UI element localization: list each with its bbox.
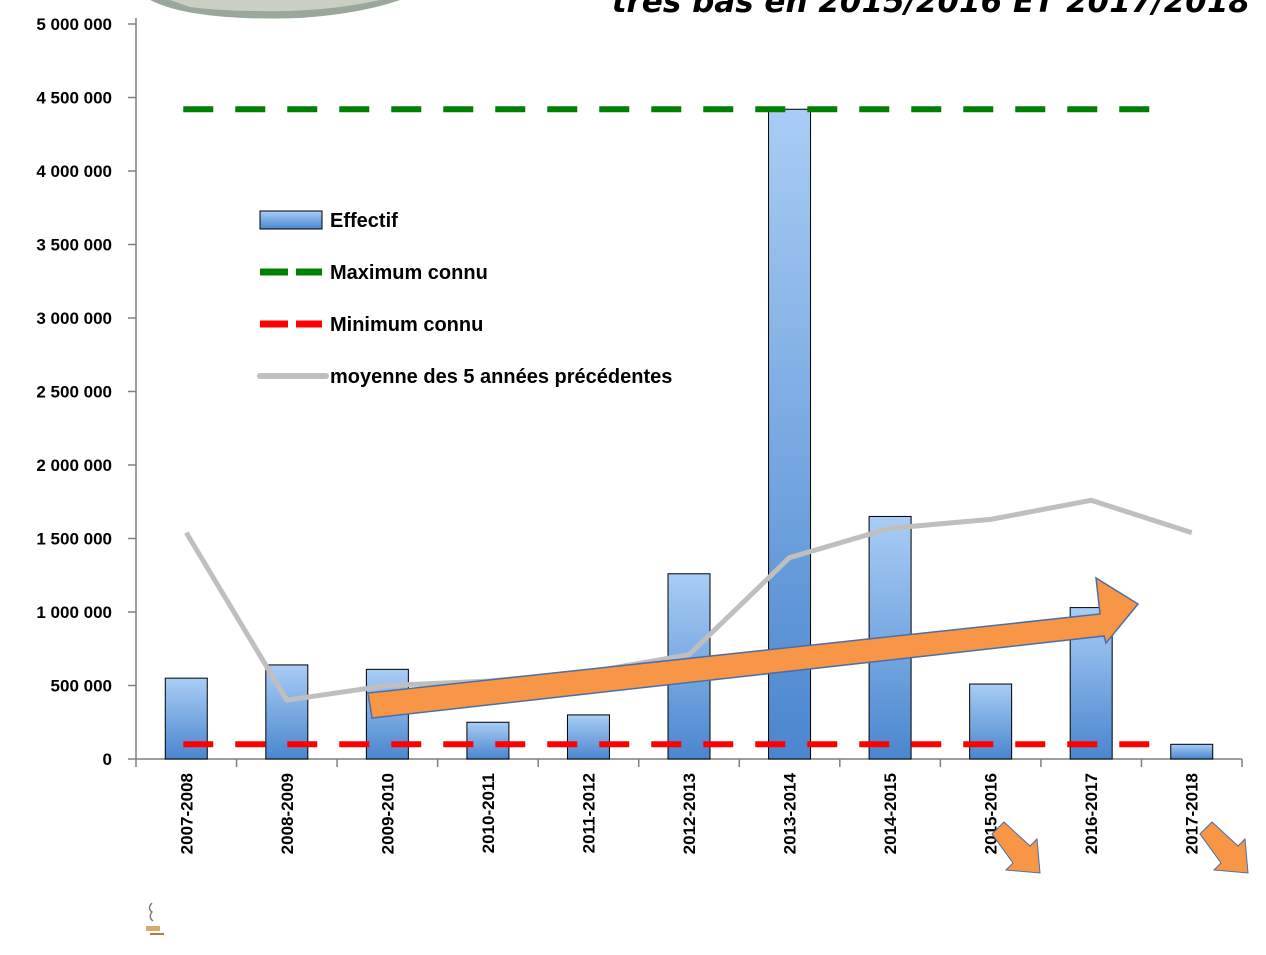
y-tick-label: 2 000 000 <box>36 456 112 475</box>
x-tick-label: 2013-2014 <box>781 772 800 854</box>
y-tick-label: 2 500 000 <box>36 383 112 402</box>
down-arrow-icon <box>991 821 1041 874</box>
x-tick-label: 2014-2015 <box>881 773 900 854</box>
chart-title: très bas en 2015/2016 ET 2017/2018 <box>612 0 1250 20</box>
y-tick-label: 4 500 000 <box>36 89 112 108</box>
x-tick-label: 2008-2009 <box>278 773 297 854</box>
y-tick-label: 500 000 <box>51 677 112 696</box>
y-tick-label: 4 000 000 <box>36 162 112 181</box>
y-tick-label: 5 000 000 <box>36 15 112 34</box>
x-tick-label: 2010-2011 <box>479 773 498 853</box>
x-tick-label: 2007-2008 <box>177 773 196 854</box>
legend: Effectif Maximum connu Minimum connu moyenn… <box>257 210 672 388</box>
y-tick-label: 3 500 000 <box>36 236 112 255</box>
bar <box>969 683 1013 760</box>
x-tick-label: 2017-2018 <box>1183 773 1202 854</box>
x-tick-label: 2012-2013 <box>680 773 699 854</box>
down-arrow-icon <box>1199 821 1249 874</box>
y-tick-label: 1 500 000 <box>36 530 112 549</box>
legend-label: Minimum connu <box>330 314 483 336</box>
y-tick-label: 0 <box>103 750 112 769</box>
logo-icon <box>146 902 164 935</box>
bar <box>566 714 610 760</box>
x-axis: 2007-2008 2008-2009 2009-2010 2010-2011 2011… <box>135 758 1243 854</box>
legend-label: Effectif <box>330 210 398 232</box>
photo-fragment <box>150 0 400 19</box>
y-axis: 0 500 000 1 000 000 1 500 000 2 000 000 2 500… <box>36 15 137 769</box>
y-tick-label: 3 000 000 <box>36 309 112 328</box>
legend-swatch-effectif <box>259 210 323 230</box>
x-tick-label: 2016-2017 <box>1082 773 1101 854</box>
legend-label: Maximum connu <box>330 262 488 284</box>
average-line <box>184 497 1193 703</box>
trend-arrow <box>367 576 1140 719</box>
bar <box>1170 743 1214 760</box>
x-tick-label: 2009-2010 <box>378 773 397 854</box>
x-tick-label: 2011-2012 <box>579 773 598 853</box>
bar <box>466 721 510 760</box>
line-series <box>183 106 1193 748</box>
legend-label: moyenne des 5 années précédentes <box>330 366 672 388</box>
y-tick-label: 1 000 000 <box>36 603 112 622</box>
